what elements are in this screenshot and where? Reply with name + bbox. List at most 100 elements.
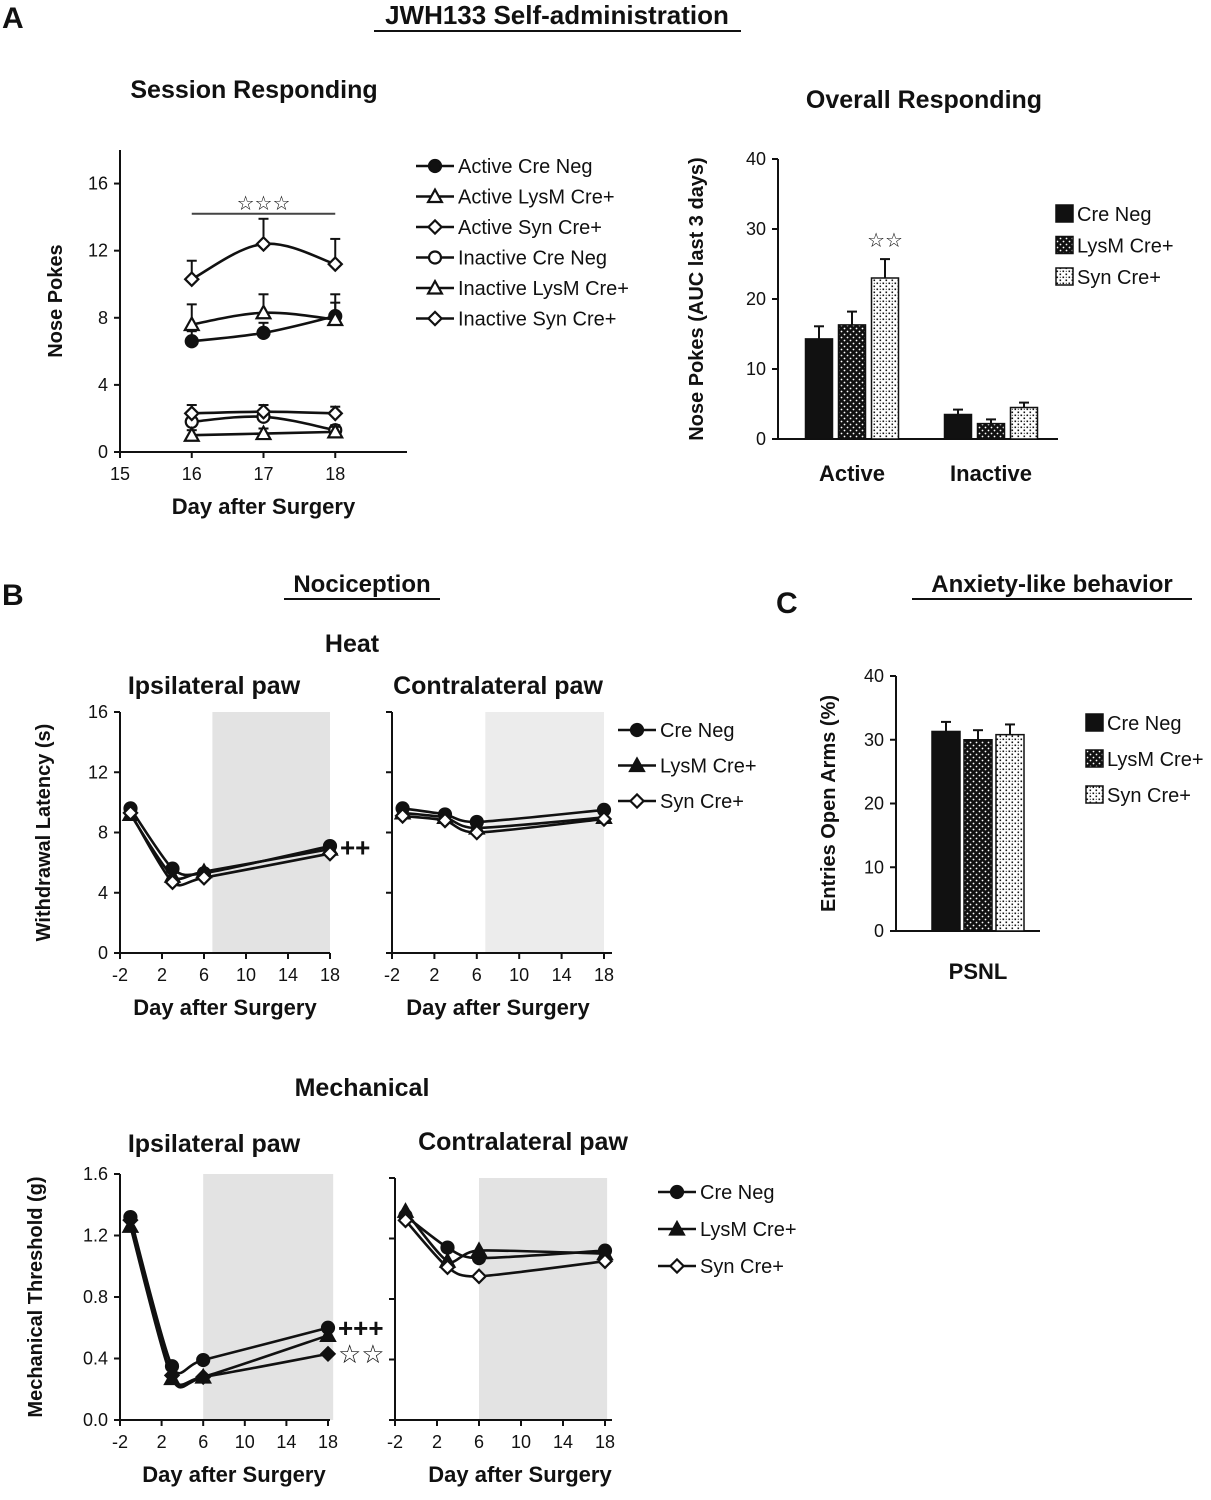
x-tick-label: 18 (594, 965, 614, 985)
x-tick-label: -2 (112, 1432, 128, 1452)
x-tick-label: 16 (182, 464, 202, 484)
series-line (402, 811, 605, 830)
shaded-region (203, 1174, 334, 1420)
y-tick-label: 0.4 (83, 1349, 108, 1369)
legend-item-inactive-lysm-cre: Inactive LysM Cre+ (416, 278, 629, 300)
data-point (256, 325, 271, 340)
y-tick-label: 12 (88, 241, 108, 261)
legend-marker (668, 1257, 686, 1275)
legend-label: Syn Cre+ (660, 791, 744, 813)
shaded-region (485, 712, 604, 953)
legend-marker (668, 1219, 686, 1236)
data-point (122, 1211, 139, 1229)
x-tick-label: 2 (157, 965, 167, 985)
y-axis-title: Nose Pokes (45, 244, 67, 357)
x-tick-label: -2 (387, 1432, 403, 1452)
legend-swatch (1085, 713, 1104, 732)
data-point (440, 1240, 455, 1255)
legend-marker (629, 722, 645, 738)
x-tick-label: 2 (432, 1432, 442, 1452)
mechanical-contralateral-chart: -2 2 6 10 14 18 Contralateral paw Day after Sur… (387, 1128, 797, 1487)
legend-label: Active LysM Cre+ (458, 187, 615, 209)
data-point (163, 1367, 181, 1384)
significance-marker: +++ (338, 1313, 384, 1343)
x-tick-label: -2 (384, 965, 400, 985)
x-tick-label: 10 (236, 965, 256, 985)
data-point (596, 1253, 614, 1270)
legend-marker (628, 792, 646, 810)
session-responding-chart: 15 16 17 18 0 4 8 12 16 Session Responding Day aft… (45, 76, 629, 519)
series-line (129, 812, 331, 887)
legend-item-cre-neg: Cre Neg (1055, 204, 1151, 226)
series-active-cre-neg (184, 301, 343, 349)
panel-letter-a: A (2, 2, 24, 35)
legend-item-inactive-syn-cre: Inactive Syn Cre+ (416, 309, 616, 331)
bar-active-cre-neg (804, 325, 834, 440)
bar-psnl-lysm-cre (963, 729, 993, 932)
series-line (404, 1219, 606, 1278)
data-point (255, 235, 272, 253)
mechanical-title: Mechanical (295, 1074, 430, 1102)
x-tick-label: 2 (429, 965, 439, 985)
data-point (397, 1212, 414, 1229)
data-point (470, 1241, 488, 1258)
heat-contralateral-chart: -2 2 6 10 14 18 Contralateral paw Day after Sur… (384, 672, 757, 1020)
series-line (404, 1210, 606, 1264)
legend-label: Inactive Syn Cre+ (458, 309, 616, 331)
y-axis-title: Withdrawal Latency (s) (33, 724, 55, 942)
y-tick-label: 16 (88, 702, 108, 722)
bar (1009, 406, 1039, 440)
legend-swatch (1055, 267, 1074, 286)
legend-label: Cre Neg (1077, 204, 1151, 226)
series-inactive-lysm-cre (182, 422, 345, 442)
legend-marker (427, 158, 443, 174)
mechanical-ipsilateral-chart: -2 2 6 10 14 18 0.0 0.4 0.8 1.2 1.6 Ipsilateral paw… (25, 1130, 385, 1487)
legend-label: Active Cre Neg (458, 156, 593, 178)
data-point (164, 874, 181, 891)
bar (943, 413, 973, 440)
legend-label: Cre Neg (660, 720, 734, 742)
x-axis-title: Day after Surgery (142, 1462, 326, 1487)
legend-marker (426, 187, 444, 204)
main-title: JWH133 Self-administration (385, 0, 729, 30)
y-tick-label: 20 (864, 794, 884, 814)
series-syn-cre (122, 804, 339, 891)
legend-item-inactive-cre-neg: Inactive Cre Neg (416, 248, 607, 270)
y-axis-title: Nose Pokes (AUC last 3 days) (686, 157, 708, 440)
legend-item-active-cre-neg: Active Cre Neg (416, 156, 593, 178)
x-tick-label: 10 (511, 1432, 531, 1452)
data-point (327, 405, 344, 422)
x-axis-title: Day after Surgery (428, 1462, 612, 1487)
data-point (439, 1259, 456, 1276)
y-tick-label: 8 (98, 823, 108, 843)
series-syn-cre (397, 1212, 614, 1285)
legend-swatch (1055, 235, 1074, 255)
bar (931, 730, 961, 932)
y-tick-label: 0 (874, 921, 884, 941)
y-tick-label: 0 (756, 429, 766, 449)
panel-letter-b: B (2, 579, 24, 612)
y-tick-label: 40 (746, 149, 766, 169)
significance-stars: ☆☆☆ (237, 193, 291, 215)
data-point (182, 315, 201, 332)
shaded-region (212, 712, 330, 953)
bar-active-lysm-cre (837, 310, 867, 440)
legend-marker (427, 250, 443, 265)
x-tick-label: -2 (112, 965, 128, 985)
legend-item-syn-cre: Syn Cre+ (658, 1256, 784, 1278)
chart-title: Contralateral paw (393, 672, 603, 700)
x-tick-label: 18 (318, 1432, 338, 1452)
y-tick-label: 1.2 (83, 1226, 108, 1246)
bar-active-syn-cre (870, 258, 900, 440)
bar-psnl-syn-cre (995, 723, 1025, 932)
legend-item-active-syn-cre: Active Syn Cre+ (416, 217, 602, 239)
series-line (402, 814, 605, 834)
anxiety-chart: 0 10 20 30 40 Entries Open Arms (%) PSNL Cre Ne… (818, 666, 1204, 984)
bar-inactive-cre-neg (943, 408, 973, 440)
data-point (470, 1268, 488, 1285)
legend-label: Inactive LysM Cre+ (458, 278, 629, 300)
legend-marker (426, 218, 444, 236)
legend-label: LysM Cre+ (700, 1219, 797, 1241)
legend-label: LysM Cre+ (1077, 236, 1174, 258)
x-tick-label: 17 (253, 464, 273, 484)
